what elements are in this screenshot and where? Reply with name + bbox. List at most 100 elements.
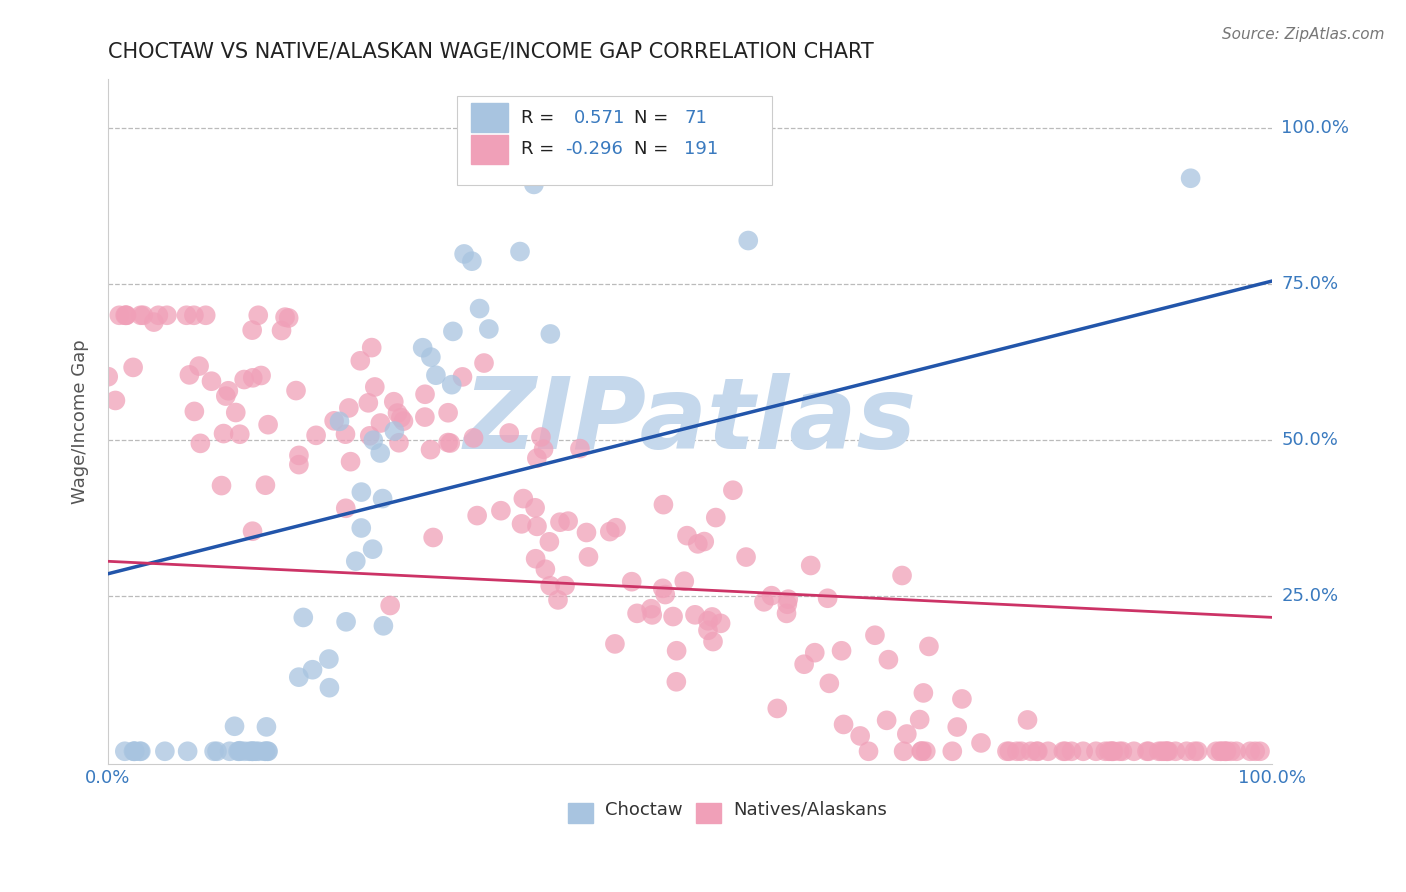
Point xyxy=(1157,744,1180,758)
Text: R =: R = xyxy=(522,109,554,127)
Point xyxy=(697,624,720,638)
Text: Natives/Alaskans: Natives/Alaskans xyxy=(733,801,887,819)
Point xyxy=(582,121,605,136)
Point xyxy=(533,442,555,457)
Point xyxy=(498,425,520,440)
Point xyxy=(1215,744,1237,758)
Point xyxy=(371,491,394,506)
Point xyxy=(567,121,589,136)
Point xyxy=(1249,744,1271,758)
Point xyxy=(1175,744,1198,758)
Point xyxy=(752,595,775,609)
Point xyxy=(1026,744,1049,758)
Point xyxy=(202,744,225,758)
Point xyxy=(247,308,270,322)
Point xyxy=(188,359,211,373)
Point xyxy=(179,368,201,382)
Point xyxy=(359,429,381,443)
Text: 25.0%: 25.0% xyxy=(1281,587,1339,605)
Point xyxy=(523,178,546,192)
Point xyxy=(863,628,886,642)
Text: N =: N = xyxy=(634,109,668,127)
Point xyxy=(548,515,571,529)
Point xyxy=(575,525,598,540)
Point xyxy=(292,610,315,624)
Point xyxy=(425,368,447,383)
Point xyxy=(704,510,727,524)
Point xyxy=(1017,713,1039,727)
Point xyxy=(344,554,367,568)
Point xyxy=(1060,744,1083,758)
Point xyxy=(97,369,120,384)
Point xyxy=(176,744,198,758)
Point xyxy=(384,424,406,438)
Point xyxy=(439,436,461,450)
Point xyxy=(1108,744,1130,758)
Point xyxy=(654,588,676,602)
Point xyxy=(831,644,853,658)
Point xyxy=(564,121,586,136)
Point xyxy=(941,744,963,758)
Point xyxy=(124,744,146,758)
Point xyxy=(350,521,373,535)
Point xyxy=(380,599,402,613)
Point xyxy=(665,644,688,658)
Point xyxy=(419,350,441,364)
Point xyxy=(335,427,357,442)
Point xyxy=(1215,744,1237,758)
Text: ZIPatlas: ZIPatlas xyxy=(464,373,917,470)
Point xyxy=(122,744,145,758)
Point xyxy=(817,591,839,606)
FancyBboxPatch shape xyxy=(471,135,509,163)
Point xyxy=(183,404,205,418)
Point xyxy=(115,308,138,322)
Point xyxy=(253,744,276,758)
Point xyxy=(250,368,273,383)
Point xyxy=(1156,744,1178,758)
Point xyxy=(1136,744,1159,758)
Point xyxy=(1010,744,1032,758)
Point xyxy=(510,516,533,531)
FancyBboxPatch shape xyxy=(696,803,721,823)
Point xyxy=(858,744,880,758)
Point xyxy=(510,146,533,161)
Point xyxy=(190,436,212,450)
Point xyxy=(1098,744,1121,758)
Point xyxy=(305,428,328,442)
Point xyxy=(554,579,576,593)
Point xyxy=(176,308,198,322)
Point xyxy=(128,744,150,758)
Point xyxy=(946,720,969,734)
Point xyxy=(238,744,260,758)
Point xyxy=(538,579,561,593)
Point xyxy=(1164,744,1187,758)
Point xyxy=(212,426,235,441)
Point xyxy=(229,427,252,442)
Point xyxy=(453,247,475,261)
Point xyxy=(697,614,720,628)
Point xyxy=(1180,171,1202,186)
Point xyxy=(382,394,405,409)
Y-axis label: Wage/Income Gap: Wage/Income Gap xyxy=(72,339,89,504)
Point xyxy=(422,531,444,545)
FancyBboxPatch shape xyxy=(471,103,509,132)
Point xyxy=(240,744,263,758)
Point xyxy=(778,592,800,607)
Point xyxy=(893,744,915,758)
Point xyxy=(832,717,855,731)
Point xyxy=(1005,744,1028,758)
Text: Source: ZipAtlas.com: Source: ZipAtlas.com xyxy=(1222,27,1385,42)
Point xyxy=(849,729,872,743)
Point xyxy=(492,154,515,169)
Point xyxy=(301,663,323,677)
Point xyxy=(526,451,548,466)
Point xyxy=(224,719,246,733)
Point xyxy=(247,744,270,758)
Point xyxy=(215,389,238,403)
Point xyxy=(335,501,357,516)
Point xyxy=(228,744,250,758)
Point xyxy=(673,574,696,589)
Point xyxy=(1225,744,1247,758)
Point xyxy=(361,542,384,557)
Text: N =: N = xyxy=(634,140,668,158)
